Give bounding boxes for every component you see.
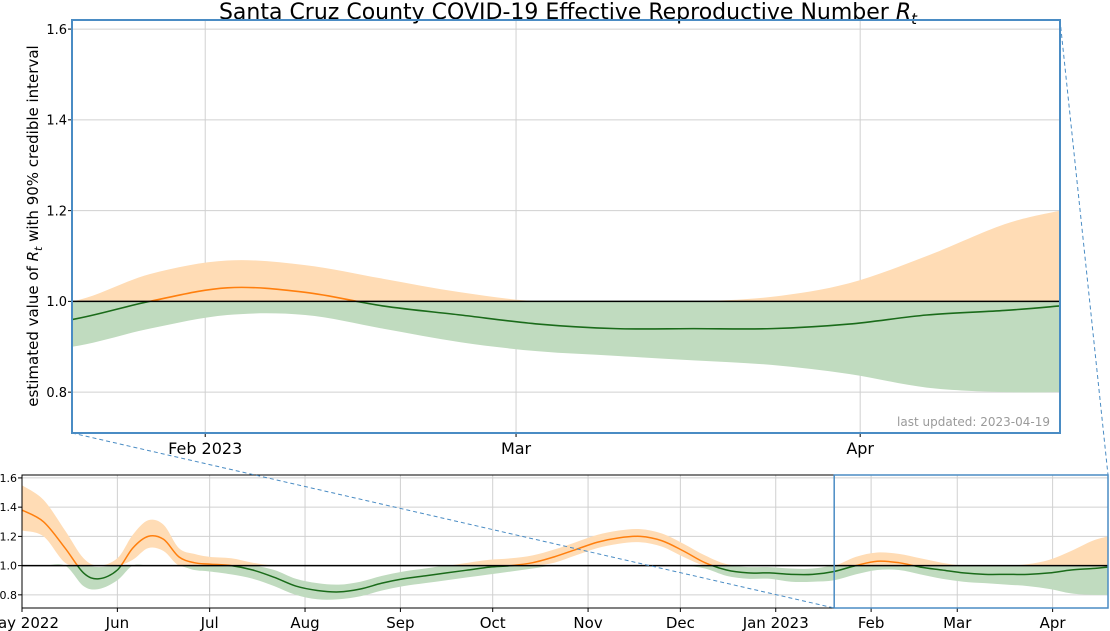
overview-x-tick-label: Sep: [386, 614, 414, 631]
zoom-x-tick-label: Feb 2023: [168, 439, 242, 458]
zoom-panel-ticks: 0.8 1.0 1.2 1.4 1.6 Feb 2023 Mar Apr: [46, 23, 874, 458]
chart-title-text: Santa Cruz County COVID-19 Effective Rep…: [219, 0, 896, 25]
zoom-panel-bands: [72, 210, 1060, 393]
overview-panel-frame: [21, 474, 1109, 609]
overview-y-tick-label: 0.8: [0, 589, 17, 602]
zoom-y-tick-label: 1.2: [46, 204, 67, 219]
overview-panel-bands: [22, 485, 1108, 600]
overview-y-tick-label: 1.6: [0, 472, 17, 485]
overview-x-tick-label: Jul: [200, 614, 219, 631]
overview-x-tick-label: Dec: [666, 614, 695, 631]
zoom-y-tick-label: 0.8: [46, 386, 67, 401]
zoom-mean-line-below: [72, 301, 1060, 330]
zoom-y-tick-label: 1.6: [46, 23, 67, 38]
overview-x-tick-label: Oct: [480, 614, 506, 631]
zoom-panel-frame: [71, 19, 1061, 434]
overview-mean-line-below: [76, 565, 1108, 593]
zoom-y-tick-label: 1.4: [46, 114, 67, 129]
overview-x-tick-label: Jan 2023: [742, 614, 809, 631]
overview-y-tick-label: 1.0: [0, 560, 17, 573]
chart-title-math: R: [896, 0, 911, 25]
zoom-y-tick-label: 1.0: [46, 295, 67, 310]
overview-credible-band-above: [22, 485, 1108, 567]
zoom-credible-band-above: [72, 210, 1060, 303]
overview-x-tick-label: Aug: [290, 614, 319, 631]
overview-y-tick-label: 1.2: [0, 530, 17, 543]
overview-y-tick-label: 1.4: [0, 501, 17, 514]
zoom-connector-left: [71, 432, 835, 609]
y-axis-label-math: R: [24, 251, 42, 261]
y-axis-label: estimated value of Rt with 90% credible …: [24, 45, 45, 406]
y-axis-label-part: estimated value of: [24, 261, 42, 406]
overview-x-tick-label: Feb: [858, 614, 885, 631]
overview-panel-lines: [22, 509, 1108, 593]
zoom-panel-lines: [72, 286, 1060, 330]
overview-x-tick-label: May 2022: [0, 614, 59, 631]
overview-x-tick-label: Mar: [943, 614, 972, 631]
y-axis-label-math-sub: t: [32, 246, 45, 251]
chart-title: Santa Cruz County COVID-19 Effective Rep…: [219, 0, 918, 28]
overview-x-tick-label: Jun: [105, 614, 129, 631]
last-updated-annotation: last updated: 2023-04-19: [897, 415, 1050, 429]
zoom-x-tick-label: Mar: [501, 439, 532, 458]
zoom-indicator: [71, 19, 1109, 609]
overview-panel-grid: [21, 475, 1108, 608]
overview-x-tick-label: Nov: [573, 614, 602, 631]
overview-panel-ticks: 0.8 1.0 1.2 1.4 1.6 May 2022 Jun Jul Aug Sep Oct No…: [0, 472, 1066, 631]
y-axis-label-part: with 90% credible interval: [24, 45, 42, 246]
zoom-credible-band-below: [72, 300, 1060, 393]
overview-mean-line-above: [22, 509, 917, 566]
zoom-x-tick-label: Apr: [846, 439, 874, 458]
zoom-connector-right: [1059, 19, 1109, 476]
overview-x-tick-label: Apr: [1040, 614, 1067, 631]
zoom-region-box: [833, 474, 1109, 609]
overview-credible-band-below: [22, 564, 1108, 600]
